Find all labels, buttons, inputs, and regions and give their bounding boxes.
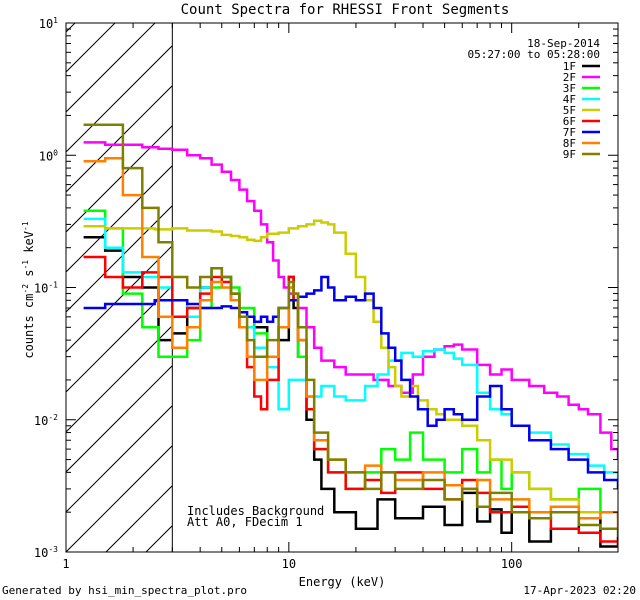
hatch-line [66, 23, 116, 73]
x-tick-label: 100 [501, 557, 523, 571]
hatch-line [0, 0, 106, 552]
series-layer [83, 123, 618, 548]
y-tick-label: 101 [39, 16, 58, 31]
hatch-line [66, 44, 173, 153]
hatch-line [66, 324, 173, 433]
x-tick-label: 1 [62, 557, 69, 571]
hatch-line [66, 404, 173, 513]
series-line-9f [83, 123, 618, 537]
legend-label-5f: 5F [563, 104, 576, 117]
x-tick-label: 10 [282, 557, 296, 571]
hatch-line [66, 23, 156, 113]
y-tick-label: 100 [39, 148, 58, 163]
hatch-line [66, 444, 173, 552]
y-tick-label: 10-1 [34, 281, 58, 296]
series-line-5f [83, 219, 618, 519]
legend-label-6f: 6F [563, 115, 576, 128]
y-label-exp-2: -1 [21, 260, 30, 270]
legend-label-1f: 1F [563, 60, 576, 73]
legend-label-4f: 4F [563, 93, 576, 106]
series-line-2f [83, 141, 618, 460]
legend-label-2f: 2F [563, 71, 576, 84]
hatch-line [66, 364, 173, 473]
y-axis-label: counts cm-2 s-1 keV-1 [21, 221, 36, 358]
hatch-line [66, 244, 173, 353]
hatch-line [66, 164, 173, 273]
series-line-1f [83, 235, 618, 548]
hatch-line [66, 284, 173, 393]
axis-ticks: 1 10 100 10-3 10-2 10-1 100 101 [34, 16, 619, 571]
footer-timestamp: 17-Apr-2023 02:20 [523, 584, 636, 597]
legend-date: 18-Sep-2014 [527, 37, 600, 50]
footer-generated-by: Generated by hsi_min_spectra_plot.pro [2, 584, 247, 597]
series-line-7f [83, 275, 618, 489]
x-axis-label: Energy (keV) [299, 575, 386, 589]
annotation-background: Includes Background [187, 504, 324, 518]
hatched-region [0, 0, 173, 552]
y-tick-label: 10-3 [34, 545, 58, 560]
y-label-part-1: counts cm [22, 294, 36, 359]
y-label-part-2: s [22, 270, 36, 284]
y-label-exp-1: -2 [21, 284, 30, 294]
legend-label-3f: 3F [563, 82, 576, 95]
annotation-attenuator: Att A0, FDecim 1 [187, 515, 303, 529]
legend-label-7f: 7F [563, 126, 576, 139]
legend-label-9f: 9F [563, 148, 576, 161]
chart-title: Count Spectra for RHESSI Front Segments [181, 2, 510, 18]
legend-label-8f: 8F [563, 137, 576, 150]
y-label-exp-3: -1 [21, 221, 30, 231]
legend-time-range: 05:27:00 to 05:28:00 [468, 48, 600, 61]
y-tick-label: 10-2 [34, 413, 58, 428]
hatch-line [66, 204, 173, 313]
y-label-part-3: keV [22, 231, 36, 260]
